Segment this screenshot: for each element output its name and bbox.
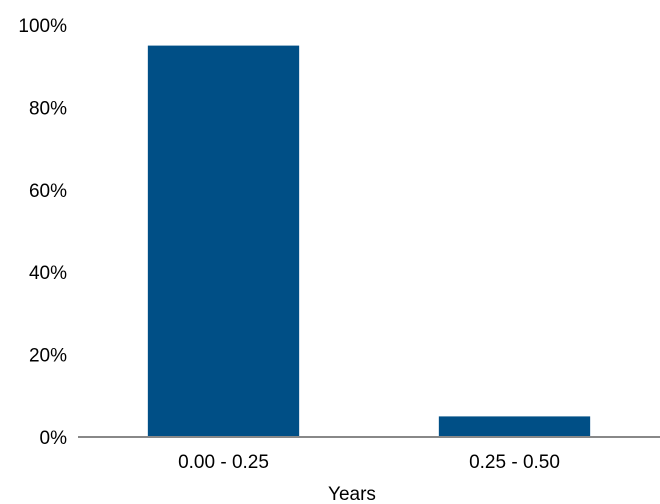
y-tick-label: 100% [18, 16, 67, 37]
x-tick-label: 0.00 - 0.25 [178, 452, 269, 473]
bar [147, 45, 300, 437]
y-tick-label: 60% [29, 181, 67, 202]
y-tick-label: 40% [29, 263, 67, 284]
y-tick-label: 80% [29, 98, 67, 119]
y-tick-label: 0% [40, 428, 68, 449]
x-tick-label: 0.25 - 0.50 [469, 452, 560, 473]
bar [438, 416, 591, 437]
x-axis-ticks: 0.00 - 0.25 0.25 - 0.50 [178, 452, 560, 473]
x-axis-title: Years [328, 484, 376, 504]
bars [147, 45, 591, 437]
y-tick-label: 20% [29, 346, 67, 367]
y-axis-ticks: 0% 20% 40% 60% 80% 100% [18, 16, 67, 449]
